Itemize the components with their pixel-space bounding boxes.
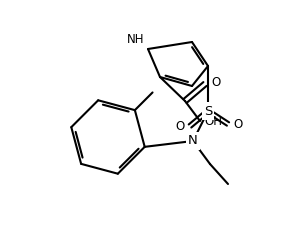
Text: O: O xyxy=(233,119,242,131)
Text: N: N xyxy=(188,134,198,147)
Text: O: O xyxy=(176,121,185,133)
Text: S: S xyxy=(204,105,212,118)
Text: OH: OH xyxy=(204,115,222,127)
Text: O: O xyxy=(211,75,220,88)
Text: NH: NH xyxy=(127,33,145,46)
